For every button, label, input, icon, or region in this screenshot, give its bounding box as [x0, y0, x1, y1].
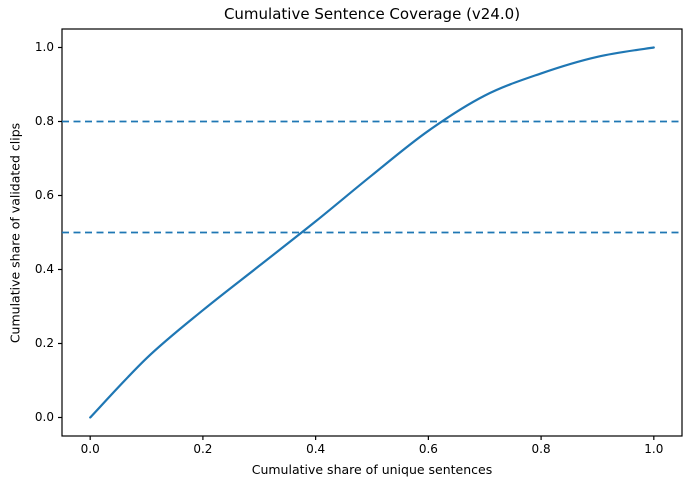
y-tick-label: 0.8: [34, 114, 54, 128]
coverage-curve: [89, 46, 655, 419]
x-tick-label: 0.6: [418, 442, 438, 456]
x-tick-label: 1.0: [644, 442, 664, 456]
x-tick-label: 0.8: [531, 442, 551, 456]
x-tick-label: 0.2: [193, 442, 213, 456]
x-tick-label: 0.4: [306, 442, 326, 456]
x-tick-label: 0.0: [80, 442, 100, 456]
y-axis-label: Cumulative share of validated clips: [7, 122, 23, 344]
chart-title: Cumulative Sentence Coverage (v24.0): [223, 5, 521, 23]
y-tick-label: 0.4: [34, 262, 54, 276]
y-tick-label: 0.0: [34, 410, 54, 424]
y-tick-label: 1.0: [34, 40, 54, 54]
y-tick-label: 0.6: [34, 188, 54, 202]
y-tick-label: 0.2: [34, 336, 54, 350]
x-axis-label: Cumulative share of unique sentences: [251, 462, 493, 477]
